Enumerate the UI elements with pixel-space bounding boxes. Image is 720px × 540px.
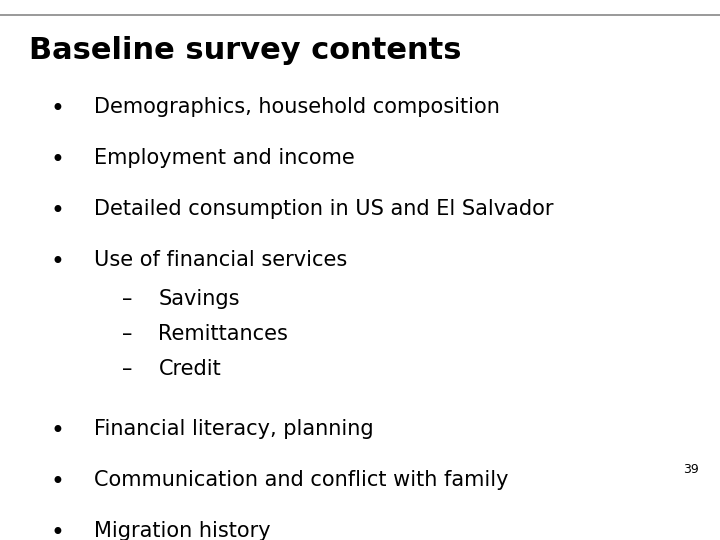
Text: Baseline survey contents: Baseline survey contents xyxy=(29,36,462,65)
Text: –: – xyxy=(122,359,132,379)
Text: •: • xyxy=(50,199,64,223)
Text: •: • xyxy=(50,97,64,121)
Text: Migration history: Migration history xyxy=(94,521,270,540)
Text: 39: 39 xyxy=(683,463,698,476)
Text: Use of financial services: Use of financial services xyxy=(94,250,347,270)
Text: •: • xyxy=(50,521,64,540)
Text: Employment and income: Employment and income xyxy=(94,148,354,168)
Text: –: – xyxy=(122,289,132,309)
Text: Detailed consumption in US and El Salvador: Detailed consumption in US and El Salvad… xyxy=(94,199,553,219)
Text: •: • xyxy=(50,470,64,494)
Text: Credit: Credit xyxy=(158,359,221,379)
Text: Financial literacy, planning: Financial literacy, planning xyxy=(94,419,373,439)
Text: Demographics, household composition: Demographics, household composition xyxy=(94,97,500,117)
Text: •: • xyxy=(50,250,64,274)
Text: •: • xyxy=(50,419,64,443)
Text: Remittances: Remittances xyxy=(158,323,288,343)
Text: Savings: Savings xyxy=(158,289,240,309)
Text: Communication and conflict with family: Communication and conflict with family xyxy=(94,470,508,490)
Text: •: • xyxy=(50,148,64,172)
Text: –: – xyxy=(122,323,132,343)
